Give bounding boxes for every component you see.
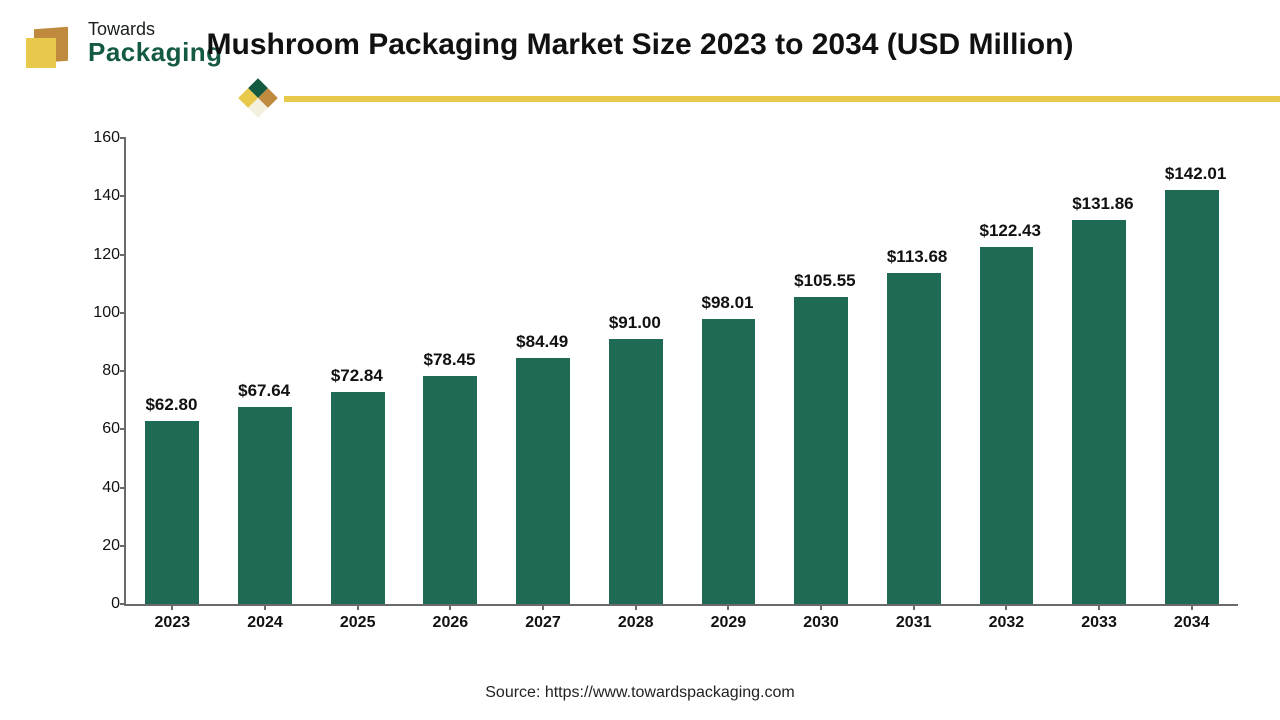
bar: $62.80	[145, 421, 199, 604]
x-category-label: 2031	[896, 614, 932, 632]
bar-slot: $91.002028	[589, 138, 682, 604]
bar-value-label: $122.43	[980, 221, 1041, 241]
bar: $84.49	[516, 358, 570, 604]
bar-value-label: $105.55	[794, 271, 855, 291]
bar-slot: $142.012034	[1145, 138, 1238, 604]
bar: $142.01	[1165, 190, 1219, 604]
x-category-label: 2032	[989, 614, 1025, 632]
bar-value-label: $67.64	[238, 381, 290, 401]
x-category-label: 2034	[1174, 614, 1210, 632]
bar-slot: $113.682031	[867, 138, 960, 604]
title-divider	[244, 84, 1280, 112]
bar: $67.64	[238, 407, 292, 604]
y-tick-label: 80	[80, 362, 120, 380]
x-category-label: 2033	[1081, 614, 1117, 632]
x-category-label: 2026	[433, 614, 469, 632]
bar-slot: $84.492027	[497, 138, 590, 604]
bar-slot: $98.012029	[682, 138, 775, 604]
bar-slot: $67.642024	[219, 138, 312, 604]
bar-value-label: $84.49	[516, 332, 568, 352]
bar-slot: $62.802023	[126, 138, 219, 604]
y-tick-label: 160	[80, 129, 120, 147]
bar-slot: $122.432032	[960, 138, 1053, 604]
y-tick-label: 120	[80, 246, 120, 264]
bar: $91.00	[609, 339, 663, 604]
bar-value-label: $113.68	[887, 247, 948, 267]
source-text: Source: https://www.towardspackaging.com	[0, 684, 1280, 702]
diamond-icon	[238, 78, 278, 118]
bar: $122.43	[980, 247, 1034, 604]
bar-value-label: $78.45	[423, 350, 475, 370]
bar: $113.68	[887, 273, 941, 604]
x-category-label: 2030	[803, 614, 839, 632]
bar-slot: $78.452026	[404, 138, 497, 604]
bar-slot: $72.842025	[311, 138, 404, 604]
y-tick-label: 100	[80, 304, 120, 322]
plot-area: $62.802023$67.642024$72.842025$78.452026…	[124, 138, 1238, 606]
bar-value-label: $62.80	[145, 395, 197, 415]
bar: $98.01	[702, 319, 756, 604]
bars-container: $62.802023$67.642024$72.842025$78.452026…	[126, 138, 1238, 604]
x-category-label: 2029	[711, 614, 747, 632]
bar-value-label: $72.84	[331, 366, 383, 386]
bar-slot: $131.862033	[1053, 138, 1146, 604]
bar: $105.55	[794, 297, 848, 604]
x-category-label: 2024	[247, 614, 283, 632]
y-tick-label: 0	[80, 595, 120, 613]
bar-value-label: $91.00	[609, 313, 661, 333]
x-category-label: 2028	[618, 614, 654, 632]
bar: $78.45	[423, 376, 477, 604]
x-category-label: 2027	[525, 614, 561, 632]
bar: $131.86	[1072, 220, 1126, 604]
x-category-label: 2023	[155, 614, 191, 632]
bar-value-label: $142.01	[1165, 164, 1226, 184]
bar: $72.84	[331, 392, 385, 604]
header: Towards Packaging Mushroom Packaging Mar…	[0, 18, 1280, 128]
x-category-label: 2025	[340, 614, 376, 632]
y-tick-label: 60	[80, 420, 120, 438]
y-tick-label: 40	[80, 479, 120, 497]
bar-chart: $62.802023$67.642024$72.842025$78.452026…	[70, 130, 1250, 650]
y-tick-label: 140	[80, 187, 120, 205]
bar-value-label: $131.86	[1072, 194, 1133, 214]
bar-slot: $105.552030	[775, 138, 868, 604]
bar-value-label: $98.01	[702, 293, 754, 313]
chart-title: Mushroom Packaging Market Size 2023 to 2…	[0, 28, 1280, 62]
y-tick-label: 20	[80, 537, 120, 555]
